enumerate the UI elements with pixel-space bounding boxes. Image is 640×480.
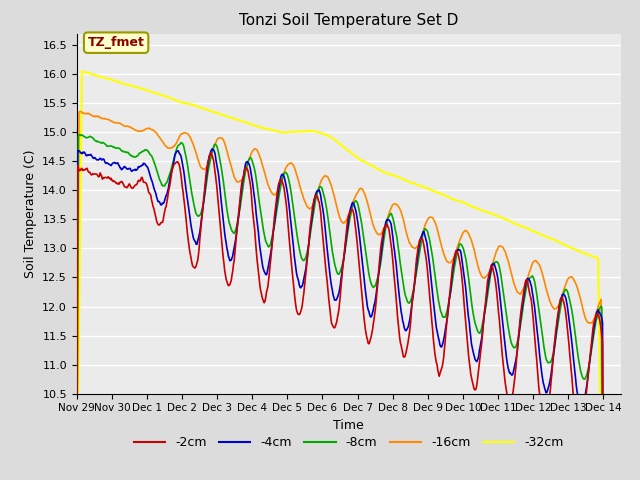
Text: TZ_fmet: TZ_fmet — [88, 36, 145, 49]
Legend: -2cm, -4cm, -8cm, -16cm, -32cm: -2cm, -4cm, -8cm, -16cm, -32cm — [129, 431, 568, 454]
Title: Tonzi Soil Temperature Set D: Tonzi Soil Temperature Set D — [239, 13, 458, 28]
Y-axis label: Soil Temperature (C): Soil Temperature (C) — [24, 149, 36, 278]
X-axis label: Time: Time — [333, 419, 364, 432]
